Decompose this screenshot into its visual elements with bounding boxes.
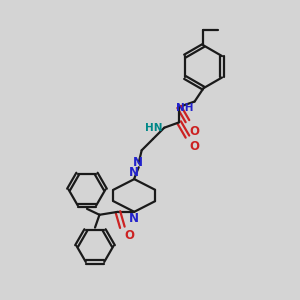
Text: O: O <box>189 125 199 138</box>
Text: N: N <box>129 166 139 178</box>
Text: N: N <box>129 212 139 225</box>
Text: N: N <box>133 156 143 169</box>
Text: O: O <box>189 140 199 153</box>
Text: O: O <box>125 229 135 242</box>
Text: HN: HN <box>145 123 163 133</box>
Text: NH: NH <box>176 103 193 113</box>
